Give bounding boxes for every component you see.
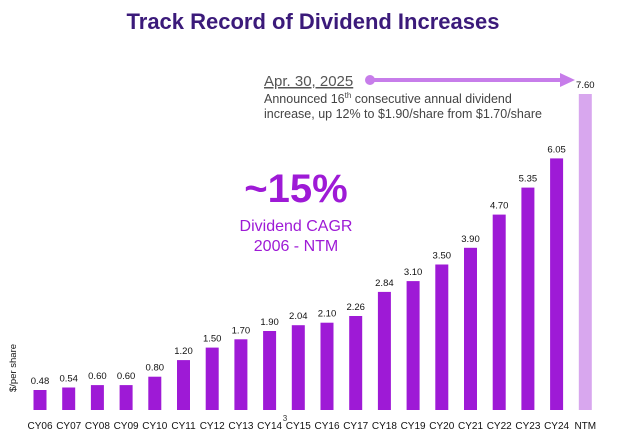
bar-cy11 bbox=[177, 360, 190, 410]
value-label-cy10: 0.80 bbox=[146, 363, 165, 374]
value-label-cy06: 0.48 bbox=[31, 376, 50, 387]
value-label-cy13: 1.70 bbox=[232, 325, 251, 336]
bar-cy23 bbox=[521, 187, 535, 410]
bar-cy12 bbox=[205, 347, 219, 410]
bar-cy17 bbox=[349, 316, 363, 410]
bar-cy06 bbox=[33, 390, 47, 410]
bar-cy19 bbox=[406, 281, 420, 410]
bar-cy07 bbox=[62, 387, 76, 410]
bar-cy24 bbox=[550, 158, 564, 410]
value-label-cy12: 1.50 bbox=[203, 334, 222, 345]
value-label-cy23: 5.35 bbox=[519, 174, 538, 185]
announcement-line-2: increase, up 12% to $1.90/share from $1.… bbox=[264, 107, 542, 121]
bar-cy21 bbox=[464, 247, 477, 410]
x-axis-ticks: CY06 CY07 CY08 CY09 CY10 CY11 CY12 CY13 CY14 CY15… bbox=[27, 421, 596, 432]
value-label-cy17: 2.26 bbox=[346, 302, 365, 313]
announcement-date: Apr. 30, 2025 bbox=[264, 73, 353, 90]
value-label-cy18: 2.84 bbox=[375, 278, 394, 289]
x-tick-cy14: CY14 bbox=[257, 421, 282, 432]
x-tick-cy07: CY07 bbox=[56, 421, 81, 432]
cagr-value: ~15% bbox=[244, 167, 347, 211]
bar-cy20 bbox=[435, 264, 449, 410]
chart-title: Track Record of Dividend Increases bbox=[127, 9, 500, 34]
x-tick-cy10: CY10 bbox=[142, 421, 167, 432]
bar-cy08 bbox=[90, 385, 104, 410]
bar-cy18 bbox=[377, 291, 391, 410]
value-label-cy22: 4.70 bbox=[490, 201, 509, 212]
x-tick-cy06: CY06 bbox=[27, 421, 52, 432]
bar-cy16 bbox=[320, 322, 334, 410]
bar-cy09 bbox=[119, 385, 133, 410]
annotation-arrow-head bbox=[560, 73, 575, 87]
bar-cy10 bbox=[148, 376, 162, 410]
value-labels: 0.48 0.54 0.60 0.60 0.80 1.20 1.50 1.70 1.90 2.04… bbox=[31, 80, 595, 387]
cagr-label: Dividend CAGR bbox=[240, 218, 353, 235]
value-label-cy19: 3.10 bbox=[404, 267, 423, 278]
value-label-cy14: 1.90 bbox=[260, 317, 279, 328]
announcement-line-1-sup: th bbox=[345, 91, 352, 100]
bar-series bbox=[33, 94, 592, 410]
x-tick-cy19: CY19 bbox=[401, 421, 426, 432]
x-tick-cy21: CY21 bbox=[458, 421, 483, 432]
value-label-cy21: 3.90 bbox=[461, 234, 480, 245]
x-tick-cy17: CY17 bbox=[343, 421, 368, 432]
footnote-marker: 3 bbox=[283, 414, 288, 423]
x-tick-cy08: CY08 bbox=[85, 421, 110, 432]
announcement-line-1: Announced 16th consecutive annual divide… bbox=[264, 91, 512, 106]
x-tick-cy12: CY12 bbox=[200, 421, 225, 432]
value-label-ntm: 7.60 bbox=[576, 80, 595, 91]
value-label-cy16: 2.10 bbox=[318, 309, 337, 320]
bar-cy13 bbox=[234, 339, 248, 410]
value-label-cy09: 0.60 bbox=[117, 371, 136, 382]
value-label-cy07: 0.54 bbox=[59, 374, 78, 385]
x-tick-cy09: CY09 bbox=[114, 421, 139, 432]
bar-ntm bbox=[578, 94, 592, 410]
value-label-cy15: 2.04 bbox=[289, 311, 308, 322]
x-tick-cy15: CY15 bbox=[286, 421, 311, 432]
bar-cy22 bbox=[492, 214, 506, 410]
bar-cy15 bbox=[291, 325, 305, 410]
value-label-cy11: 1.20 bbox=[174, 346, 193, 357]
x-tick-cy22: CY22 bbox=[487, 421, 512, 432]
cagr-range: 2006 - NTM bbox=[254, 238, 338, 255]
value-label-cy20: 3.50 bbox=[433, 251, 452, 262]
x-tick-cy13: CY13 bbox=[228, 421, 253, 432]
x-tick-cy23: CY23 bbox=[515, 421, 540, 432]
announcement-line-1-prefix: Announced 16 bbox=[264, 92, 345, 106]
y-axis-label: $/per share bbox=[8, 344, 19, 392]
value-label-cy08: 0.60 bbox=[88, 371, 107, 382]
announcement-line-1-suffix: consecutive annual dividend bbox=[351, 92, 512, 106]
x-tick-cy16: CY16 bbox=[314, 421, 339, 432]
value-label-cy24: 6.05 bbox=[547, 144, 566, 155]
bar-cy14 bbox=[263, 331, 277, 410]
x-tick-ntm: NTM bbox=[574, 421, 596, 432]
x-tick-cy11: CY11 bbox=[171, 421, 196, 432]
x-tick-cy20: CY20 bbox=[429, 421, 454, 432]
x-tick-cy18: CY18 bbox=[372, 421, 397, 432]
x-tick-cy24: CY24 bbox=[544, 421, 569, 432]
